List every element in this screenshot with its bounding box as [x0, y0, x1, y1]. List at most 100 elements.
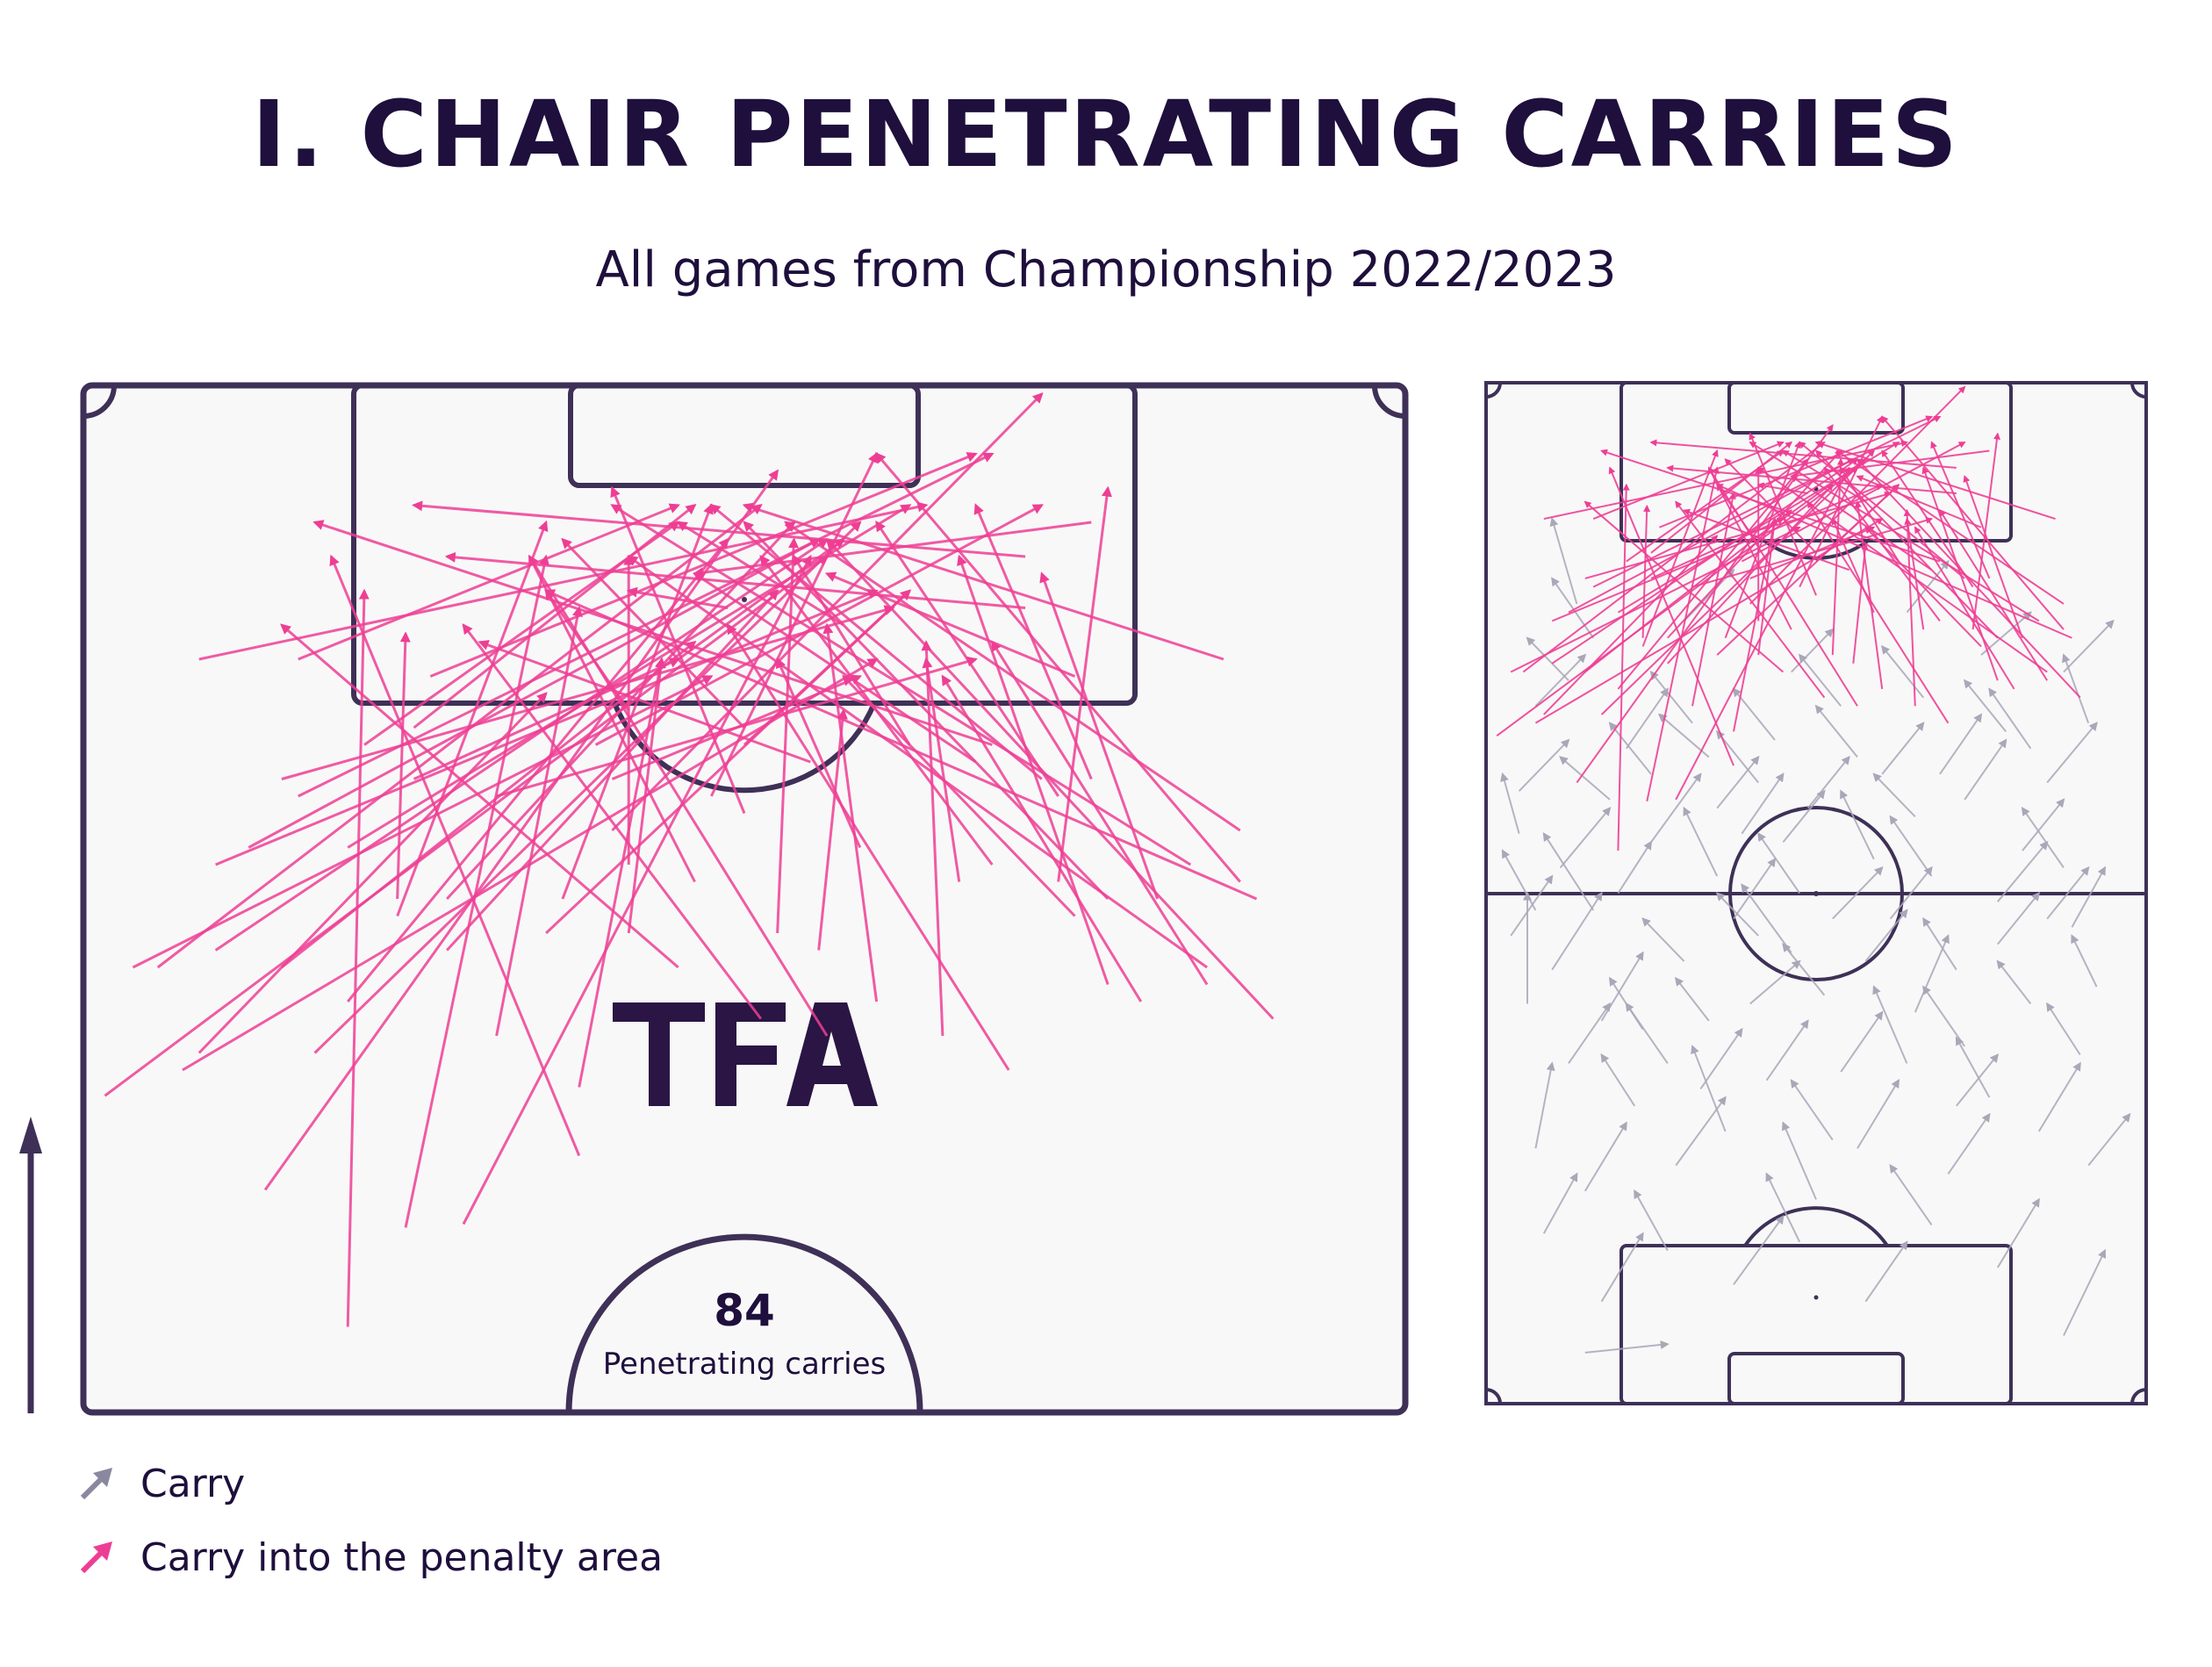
corner-arc-top-right: [2130, 382, 2147, 399]
carry-arrow: [1534, 653, 1587, 707]
carry-arrow: [1856, 1079, 1900, 1149]
carry-arrow: [1625, 687, 1669, 750]
penalty-carry-arrow: [922, 657, 961, 882]
penalty-carry-arrow: [1057, 485, 1112, 882]
penalty-carry-arrow: [693, 572, 977, 764]
carry-arrow: [1641, 917, 1685, 962]
centre-spot: [1813, 891, 1819, 896]
penalty-carry-arrow: [1790, 449, 1990, 479]
pink-arrow-icon: [80, 1541, 112, 1574]
carry-arrow: [2037, 1061, 2081, 1132]
penalty-carry-arrow: [1691, 492, 1736, 707]
carry-arrow: [1699, 1027, 1743, 1089]
carry-arrow: [1542, 1172, 1578, 1234]
penalty-carry-arrow: [396, 520, 549, 917]
carry-arrow: [1649, 670, 1693, 724]
carry-arrow: [1922, 916, 1957, 971]
penalty-carry-arrow: [1649, 439, 1957, 469]
zoomed-centre-circle-arc: [565, 1233, 923, 1413]
penalty-carry-arrow: [817, 708, 848, 951]
zoomed-pitch-boundary: [80, 382, 1409, 1416]
penalty-carry-arrow: [1782, 449, 1866, 503]
penalty-carry-arrow: [1584, 491, 1892, 579]
penalty-carry-arrow: [1650, 518, 1785, 579]
carry-arrow: [1584, 1340, 1670, 1354]
carry-arrow: [1733, 1215, 1785, 1285]
carry-arrow: [1880, 644, 1924, 699]
penalty-carry-arrow: [676, 521, 844, 627]
penalty-carry-arrow: [611, 674, 862, 780]
carry-arrow: [1600, 1053, 1636, 1107]
penalty-carry-arrow: [842, 674, 1076, 917]
penalty-carry-arrow: [1798, 441, 1965, 579]
carry-arrow: [1657, 713, 1710, 758]
penalty-carry-arrow: [1921, 466, 1999, 681]
penalty-carry-arrow: [281, 605, 895, 780]
penalty-carry-arrow: [198, 692, 548, 1054]
tfa-watermark: [613, 1002, 878, 1106]
carry-arrow: [1806, 755, 1850, 809]
carry-arrow: [2071, 934, 2098, 988]
penalty-carry-arrow: [875, 452, 1241, 883]
penalty-carry-arrow: [610, 485, 746, 815]
penalty-carry-arrow: [594, 504, 1044, 746]
penalty-carry-arrow: [313, 521, 862, 1054]
carry-arrow: [1559, 807, 1612, 869]
carry-arrow: [1997, 891, 2041, 945]
carry-arrow: [1715, 729, 1759, 784]
carry-arrow: [1889, 1163, 1933, 1226]
carry-arrow: [1683, 806, 1719, 877]
carry-arrow: [1526, 636, 1569, 681]
carry-arrow: [1510, 874, 1554, 937]
bottom-penalty-arc: [1743, 1206, 1889, 1247]
penalty-carry-arrow: [1608, 466, 1734, 766]
penalty-carry-arrow: [329, 554, 581, 1157]
carry-arrow: [2046, 1002, 2081, 1056]
carry-arrow: [1939, 713, 1983, 775]
centre-circle: [1728, 806, 1904, 981]
penalty-carry-arrow: [921, 640, 944, 1037]
carry-arrow: [1790, 1079, 1834, 1141]
carry-arrow: [2063, 619, 2115, 673]
zoomed-six-yard-box: [568, 383, 921, 488]
carry-arrow: [2021, 806, 2065, 868]
penalty-carry-arrow: [693, 521, 1092, 578]
penalty-carry-arrow: [1667, 449, 1842, 639]
penalty-carry-arrow: [1831, 457, 1844, 656]
penalty-carry-arrow: [1814, 449, 1999, 639]
carry-arrow: [1518, 738, 1570, 792]
carry-arrow: [1650, 772, 1702, 843]
penalty-carry-arrow: [198, 501, 929, 661]
penalty-carry-arrow: [1724, 458, 1817, 554]
penalty-carry-arrow: [743, 589, 912, 746]
penalty-carry-arrow: [973, 503, 1093, 780]
carry-arrow: [1691, 1045, 1727, 1132]
carry-arrow: [1765, 1019, 1809, 1081]
carry-arrow: [1872, 772, 1916, 817]
penalty-carry-arrow: [1543, 440, 1908, 521]
penalty-carry-arrow: [1856, 458, 2081, 699]
full-carry-arrows: [1496, 385, 2131, 1354]
carry-arrow: [1551, 891, 1603, 971]
penalty-carry-arrow: [104, 555, 830, 1097]
penalty-carry-arrow: [1904, 517, 1925, 630]
carry-arrow: [1625, 1002, 1669, 1064]
zoomed-corner-arc-right: [1372, 384, 1406, 419]
carry-arrow: [1782, 789, 1826, 843]
penalty-carry-arrow: [677, 538, 845, 661]
penalty-carry-arrow: [1617, 441, 1900, 614]
legend-item-carry: Carry: [79, 1457, 245, 1510]
chart-subtitle: All games from Championship 2022/2023: [595, 241, 1617, 298]
zoomed-penalty-spot: [742, 597, 747, 602]
penalty-carry-arrow: [1806, 500, 1950, 724]
penalty-carry-arrow: [1641, 449, 1719, 647]
penalty-carry-arrow: [776, 537, 800, 934]
penalty-carry-arrow: [1831, 517, 1875, 614]
penalty-carry-arrow: [1814, 440, 2056, 521]
carry-arrow: [1549, 517, 1578, 605]
penalty-carry-arrow: [1840, 466, 1900, 563]
zoomed-corner-arc-left: [83, 384, 117, 419]
penalty-carry-arrow: [1666, 464, 1957, 494]
penalty-carry-arrow: [726, 622, 1010, 1071]
